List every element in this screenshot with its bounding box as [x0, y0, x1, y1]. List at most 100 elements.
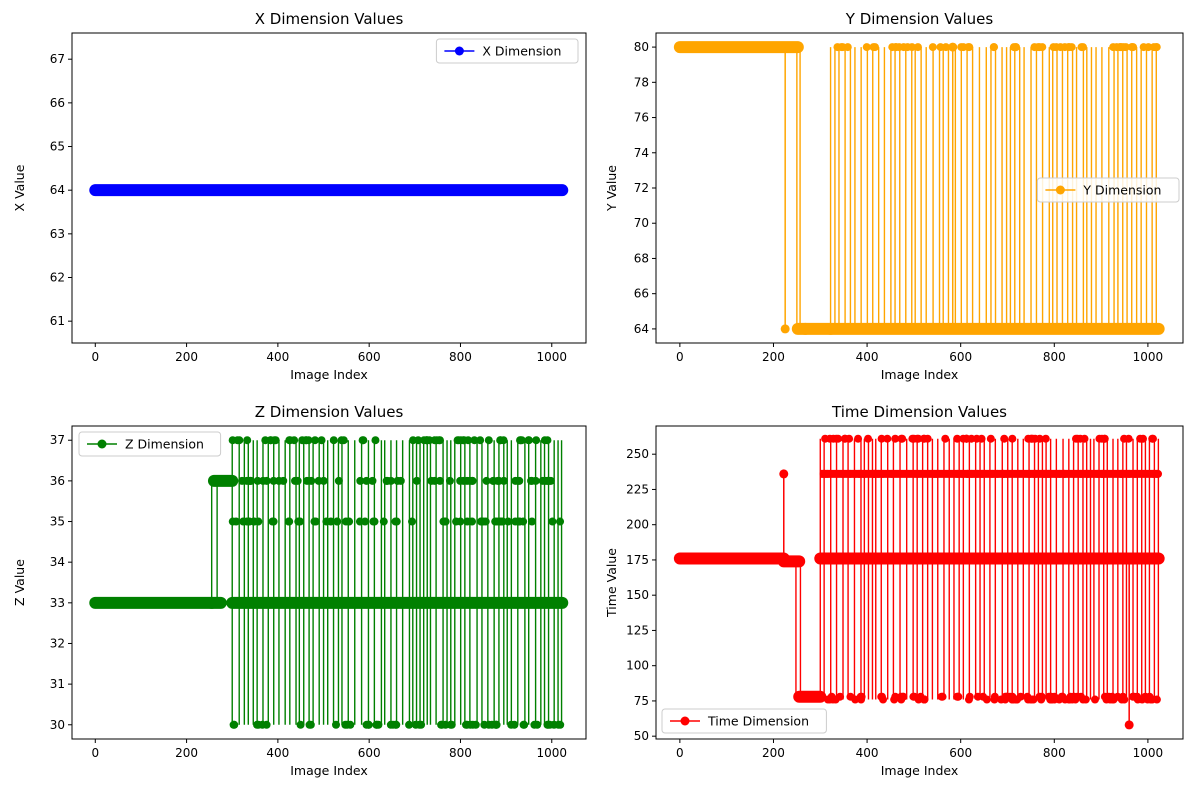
- y-tick-label: 50: [634, 729, 649, 743]
- legend: Y Dimension: [1036, 177, 1180, 203]
- series-marker: [1000, 434, 1009, 443]
- series-marker: [543, 436, 552, 445]
- y-axis-label: X Value: [12, 164, 27, 211]
- chart-title: X Dimension Values: [255, 10, 404, 28]
- series-marker: [392, 517, 401, 526]
- series-marker: [532, 436, 541, 445]
- series-marker: [361, 517, 370, 526]
- series-marker: [232, 517, 241, 526]
- series-marker: [556, 517, 565, 526]
- series-marker: [1090, 695, 1099, 704]
- series-marker: [883, 434, 892, 443]
- series-marker: [1073, 692, 1082, 701]
- series-marker: [870, 43, 879, 52]
- legend-box: [1036, 177, 1180, 203]
- series-marker: [545, 476, 554, 485]
- series-marker: [492, 720, 501, 729]
- x-tick-label: 800: [449, 350, 472, 364]
- axes-frame: [655, 425, 1184, 740]
- series-marker: [274, 476, 283, 485]
- series-marker: [371, 436, 380, 445]
- y-axis-label: Y Value: [604, 165, 619, 212]
- series-marker: [262, 720, 271, 729]
- series-marker: [1050, 692, 1059, 701]
- x-axis-label: Image Index: [881, 763, 959, 778]
- series-marker: [977, 434, 986, 443]
- series-marker: [382, 476, 391, 485]
- series-marker: [527, 517, 536, 526]
- x-tick-label: 400: [266, 746, 289, 760]
- series-marker: [1057, 692, 1066, 701]
- x-tick-label: 1000: [536, 746, 567, 760]
- series-marker: [990, 692, 999, 701]
- series-marker: [1041, 434, 1050, 443]
- series-marker: [484, 436, 493, 445]
- y-tick-label: 100: [626, 659, 649, 673]
- x-tick-label: 1000: [536, 350, 567, 364]
- series-marker: [892, 43, 901, 52]
- y-tick-label: 225: [626, 482, 649, 496]
- chart-title: Y Dimension Values: [845, 10, 994, 28]
- legend: X Dimension: [435, 38, 579, 64]
- series-marker: [916, 692, 925, 701]
- series-marker: [862, 43, 871, 52]
- series-marker: [965, 43, 974, 52]
- series-marker: [821, 434, 830, 443]
- x-tick-label: 0: [91, 350, 99, 364]
- series-marker: [468, 476, 477, 485]
- chart-title: Time Dimension Values: [831, 403, 1007, 421]
- x-tick-label: 600: [358, 746, 381, 760]
- series-marker: [496, 517, 505, 526]
- series-marker: [303, 476, 312, 485]
- series-marker: [359, 436, 368, 445]
- series-marker: [937, 692, 946, 701]
- series-marker: [409, 436, 418, 445]
- series-marker: [979, 692, 988, 701]
- series-marker: [269, 517, 278, 526]
- series-marker: [507, 720, 516, 729]
- series-marker: [527, 476, 536, 485]
- series-marker: [341, 720, 350, 729]
- series-marker: [913, 43, 922, 52]
- y-tick-label: 36: [50, 474, 65, 488]
- series-marker: [909, 434, 918, 443]
- legend-box: [661, 708, 827, 734]
- y-tick-label: 76: [634, 111, 649, 125]
- series-marker: [1141, 692, 1150, 701]
- y-tick-label: 62: [50, 271, 65, 285]
- series-marker: [408, 517, 417, 526]
- chart-1: 0 200 400 600 800 1000 61 62 63 64 65 66 67 X Dimensi…: [12, 10, 587, 382]
- legend-marker: [680, 716, 690, 726]
- x-axis-label: Image Index: [290, 763, 368, 778]
- axes-frame: [71, 425, 587, 740]
- series-marker: [910, 692, 919, 701]
- series-marker: [471, 720, 480, 729]
- series-marker: [470, 436, 479, 445]
- series-marker: [332, 720, 341, 729]
- series-marker: [1139, 43, 1148, 52]
- series-marker: [936, 43, 945, 52]
- y-tick-label: 175: [626, 553, 649, 567]
- y-tick-label: 30: [50, 718, 65, 732]
- chart-title: Z Dimension Values: [255, 403, 404, 421]
- y-tick-label: 64: [634, 322, 649, 336]
- x-axis-label: Image Index: [290, 367, 368, 382]
- series-marker: [296, 720, 305, 729]
- series-marker: [427, 476, 436, 485]
- series-marker: [463, 720, 472, 729]
- series-marker: [836, 692, 845, 701]
- series-marker: [379, 517, 388, 526]
- series-marker: [1130, 692, 1139, 701]
- y-tick-label: 70: [634, 216, 649, 230]
- series-marker: [877, 434, 886, 443]
- plot-area: [673, 434, 1165, 730]
- series-marker: [854, 434, 863, 443]
- y-tick-label: 125: [626, 623, 649, 637]
- x-tick-label: 800: [449, 746, 472, 760]
- y-tick-label: 61: [50, 314, 65, 328]
- x-tick-label: 200: [762, 350, 785, 364]
- series-marker: [253, 476, 262, 485]
- y-tick-label: 72: [634, 181, 649, 195]
- x-tick-label: 800: [1043, 350, 1066, 364]
